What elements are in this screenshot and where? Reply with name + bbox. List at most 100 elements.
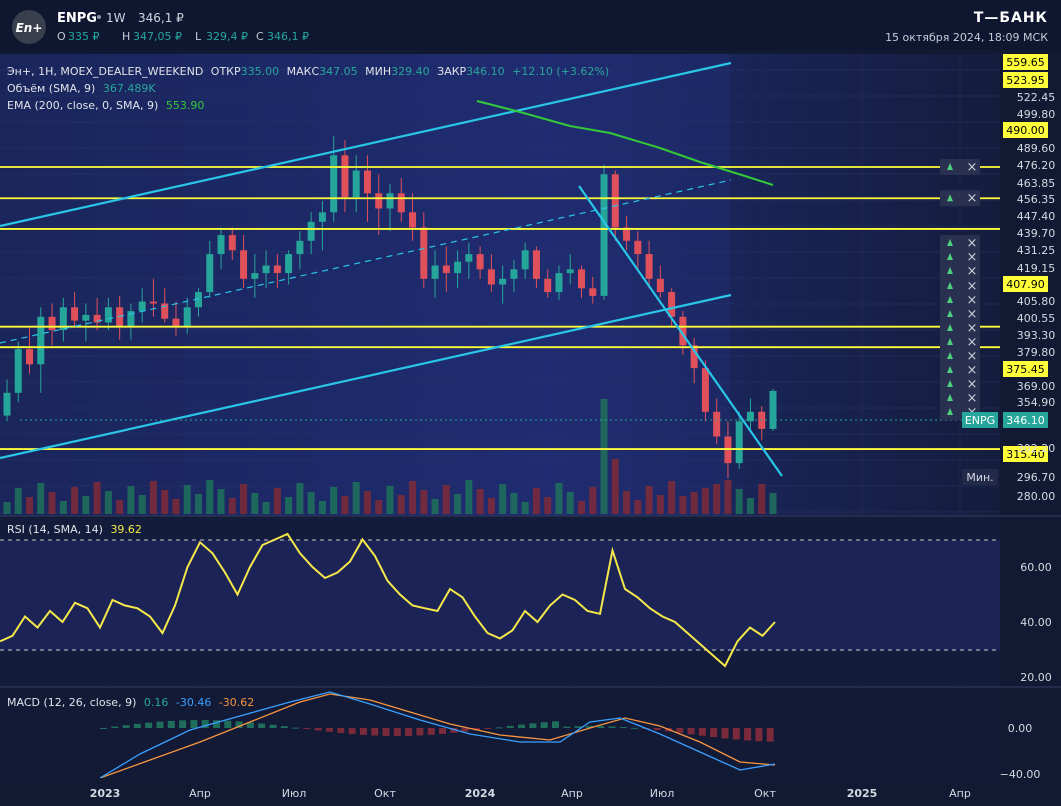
macd-hist-bar: [755, 728, 763, 742]
bell-icon[interactable]: [947, 267, 953, 274]
channel-lower[interactable]: [0, 293, 732, 460]
price-tick-label: 463.85: [1017, 177, 1056, 190]
macd-tick-label: −40.00: [1000, 768, 1041, 781]
volume-bar: [262, 502, 270, 514]
macd-line: [99, 691, 776, 779]
time-tick-label: Июл: [650, 787, 675, 800]
volume-bar: [341, 496, 349, 514]
candle-body: [172, 318, 180, 327]
candle-body: [318, 212, 326, 222]
macd-hist-bar: [484, 728, 492, 729]
macd-hist-bar: [269, 724, 277, 728]
bell-icon[interactable]: [947, 380, 953, 387]
candle-body: [499, 278, 507, 285]
bell-icon[interactable]: [947, 338, 953, 345]
volume-bar: [26, 497, 34, 514]
rsi-axis[interactable]: [1000, 517, 1061, 687]
volume-bar: [104, 491, 112, 514]
trendline-down[interactable]: [578, 185, 783, 477]
time-tick-label: 2024: [465, 787, 496, 800]
macd-hist-bar: [145, 722, 153, 728]
candle-body: [375, 193, 383, 209]
macd-hist-bar: [540, 722, 548, 728]
close-icon: ×: [967, 293, 978, 308]
volume-bar: [555, 483, 563, 514]
volume-bar: [71, 487, 79, 514]
price-pane[interactable]: [0, 54, 1000, 516]
legend-ema: EMA (200, close, 0, SMA, 9) 553.90: [7, 99, 204, 112]
volume-bar: [454, 494, 462, 514]
candle-body: [476, 254, 484, 270]
logo-icon: [12, 10, 46, 44]
candle-body: [510, 269, 518, 279]
bell-icon[interactable]: [947, 296, 953, 303]
volume-bar: [420, 490, 428, 514]
macd-hist-bar: [732, 728, 740, 740]
candle-body: [285, 254, 293, 274]
candle-body: [690, 345, 698, 369]
macd-hist-bar: [585, 726, 593, 728]
channel-mid[interactable]: [0, 179, 732, 344]
interval[interactable]: 1W: [106, 11, 126, 25]
volume-bar: [48, 492, 56, 514]
macd-hist-bar: [122, 725, 130, 728]
time-axis[interactable]: [0, 778, 1061, 806]
candle-body: [409, 212, 417, 228]
ticker[interactable]: ENPG: [57, 11, 97, 26]
macd-hist-bar: [427, 728, 435, 735]
volume-bar: [487, 498, 495, 514]
volume-bar: [409, 481, 417, 514]
candle-body: [713, 411, 721, 437]
alert-buttons[interactable]: ×××××××××××××××: [940, 158, 980, 420]
volume-bar: [93, 482, 101, 514]
close-icon: ×: [967, 279, 978, 294]
volume-bar: [532, 488, 540, 514]
bell-icon[interactable]: [947, 352, 953, 359]
candle-body: [521, 250, 529, 270]
macd-hist-bar: [224, 720, 232, 728]
bell-icon[interactable]: [947, 408, 953, 415]
candle-body: [668, 292, 676, 317]
bell-icon[interactable]: [947, 162, 953, 170]
price-badge: 375.45: [1006, 363, 1045, 376]
candle-body: [600, 174, 608, 296]
macd-axis[interactable]: [1000, 688, 1061, 778]
bell-icon[interactable]: [947, 194, 953, 202]
candle-body: [465, 254, 473, 262]
ticker-tag: ENPG: [965, 414, 995, 427]
bell-icon[interactable]: [947, 394, 953, 401]
bell-icon[interactable]: [947, 253, 953, 260]
close-icon: ×: [967, 363, 978, 378]
ohlc-key-c: C: [256, 30, 264, 43]
macd-hist-bar: [314, 728, 322, 731]
macd-hist-bar: [574, 726, 582, 728]
volume-bar: [206, 480, 214, 514]
macd-hist-bar: [337, 728, 345, 734]
macd-pane[interactable]: [0, 688, 1000, 778]
volume-bar: [645, 486, 653, 514]
candle-body: [578, 269, 585, 289]
price-tick-label: 447.40: [1017, 210, 1056, 223]
candle-body: [454, 261, 462, 274]
bell-icon[interactable]: [947, 310, 953, 317]
datetime: 15 октября 2024, 18:09 МСК: [885, 31, 1048, 44]
volume-bar: [82, 496, 90, 514]
time-axis-labels: 2023 Апр Июл Окт 2024 Апр Июл Окт 2025 Апр: [90, 787, 971, 800]
price-tick-label: 393.30: [1017, 329, 1056, 342]
candle-body: [26, 349, 34, 365]
close-icon: ×: [967, 191, 978, 206]
price-tick-label: 369.00: [1017, 380, 1056, 393]
logo-text: En+: [16, 21, 43, 35]
close-icon: ×: [967, 264, 978, 279]
bell-icon[interactable]: [947, 324, 953, 331]
bell-icon[interactable]: [947, 239, 953, 246]
close-icon: ×: [967, 377, 978, 392]
bell-icon[interactable]: [947, 366, 953, 373]
channel-upper[interactable]: [0, 61, 732, 228]
macd-hist-bar: [676, 728, 684, 733]
rsi-tick-label: 60.00: [1020, 561, 1052, 574]
volume-bar: [566, 492, 574, 514]
volume-bar: [442, 485, 450, 514]
bell-icon[interactable]: [947, 282, 953, 289]
